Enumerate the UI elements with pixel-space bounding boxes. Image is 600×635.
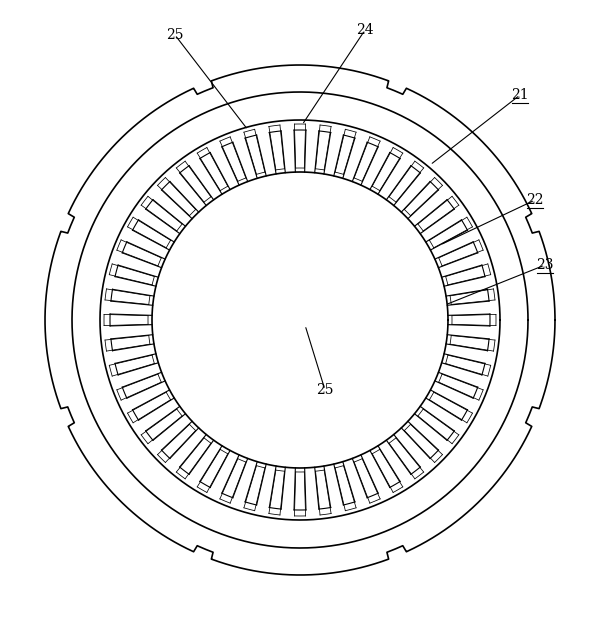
- Text: 23: 23: [536, 258, 554, 272]
- Text: 25: 25: [316, 383, 334, 397]
- Text: 25: 25: [166, 28, 184, 42]
- Text: 21: 21: [511, 88, 529, 102]
- Text: 24: 24: [356, 23, 374, 37]
- Text: 22: 22: [526, 193, 544, 207]
